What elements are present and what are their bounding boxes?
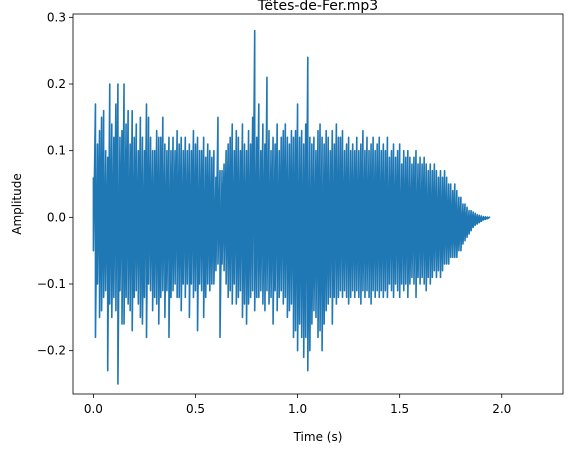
y-axis-label: Amplitude [10, 173, 24, 235]
plot-area [92, 29, 491, 385]
axes-frame [72, 13, 564, 395]
x-tick-label: 2.0 [492, 402, 511, 416]
x-axis-label: Time (s) [293, 430, 343, 444]
x-tick-label: 1.5 [390, 402, 409, 416]
y-tick-label: −0.2 [37, 344, 66, 358]
x-axis: 0.0 0.5 1.0 1.5 2.0 [84, 394, 511, 416]
y-tick-label: −0.1 [37, 277, 66, 291]
x-tick-label: 0.5 [186, 402, 205, 416]
x-tick-label: 0.0 [84, 402, 103, 416]
x-tick-label: 1.0 [288, 402, 307, 416]
y-tick-label: 0.1 [47, 144, 66, 158]
y-axis: −0.2 −0.1 0.0 0.1 0.2 0.3 [37, 10, 73, 358]
waveform-series-0 [92, 29, 491, 385]
y-tick-label: 0.0 [47, 210, 66, 224]
chart-title: Têtes-de-Fer.mp3 [257, 0, 378, 14]
y-tick-label: 0.3 [47, 10, 66, 24]
y-tick-label: 0.2 [47, 77, 66, 91]
